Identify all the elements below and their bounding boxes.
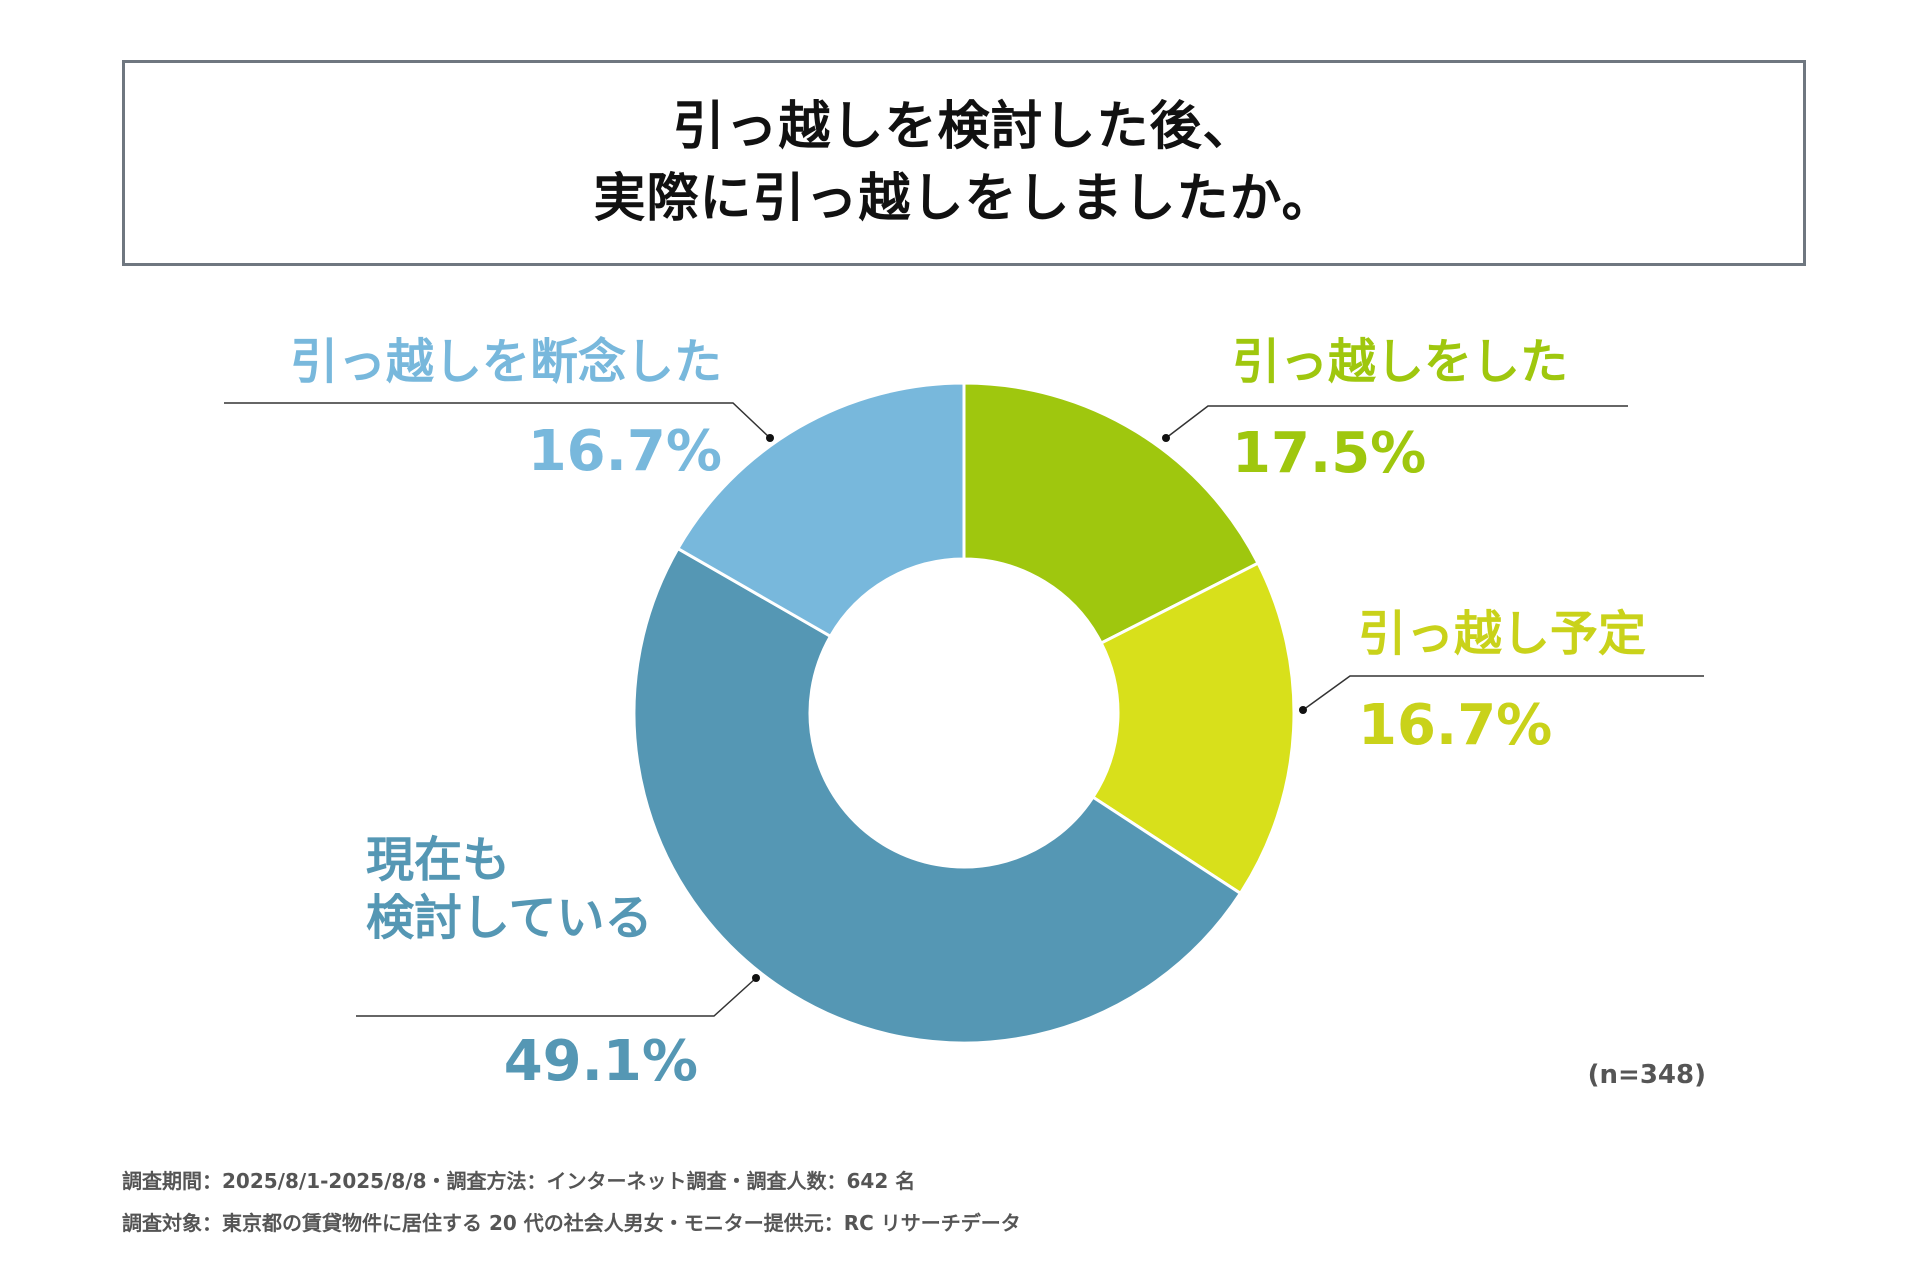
- footer-line-1: 調査期間：2025/8/1-2025/8/8・調査方法：インターネット調査・調査…: [122, 1169, 916, 1193]
- survey-footer: 調査期間：2025/8/1-2025/8/8・調査方法：インターネット調査・調査…: [122, 1160, 1021, 1244]
- title-line-2: 実際に引っ越しをしましたか。: [593, 169, 1335, 229]
- leader-line-2: [356, 977, 757, 1017]
- leader-line-1: [1302, 675, 1704, 711]
- slice-label-3: 引っ越しを断念した: [290, 334, 722, 390]
- donut-slice-0: [962, 381, 1261, 646]
- slice-value-1: 16.7%: [1358, 693, 1552, 758]
- donut-slice-3: [675, 381, 966, 639]
- slice-value-2: 49.1%: [504, 1029, 698, 1094]
- footer-line-2: 調査対象：東京都の賃貸物件に居住する 20 代の社会人男女・モニター提供元：RC…: [122, 1211, 1021, 1235]
- title-box: 引っ越しを検討した後、 実際に引っ越しをしましたか。: [122, 60, 1806, 266]
- slice-value-0: 17.5%: [1232, 421, 1426, 486]
- leader-dot-1: [1299, 706, 1307, 714]
- slice-label-2: 現在も検討している: [366, 832, 653, 946]
- donut-slices: [632, 381, 1296, 1045]
- slice-labels: 引っ越しをした 17.5% 引っ越し予定 16.7% 現在も検討している 49.1% 引っ越…: [290, 334, 1646, 1094]
- slice-label-0: 引っ越しをした: [1232, 334, 1568, 390]
- donut-slice-1: [1090, 561, 1296, 896]
- title-line-1: 引っ越しを検討した後、: [672, 97, 1256, 157]
- slice-label-1: 引っ越し予定: [1358, 606, 1646, 662]
- leader-dot-0: [1162, 434, 1170, 442]
- leader-line-3: [224, 402, 771, 439]
- sample-size-note: (n=348): [1587, 1060, 1706, 1090]
- leader-dot-3: [766, 434, 774, 442]
- leader-dot-2: [752, 974, 760, 982]
- donut-slice-2: [632, 546, 1243, 1045]
- leader-line-0: [1165, 405, 1628, 439]
- slice-value-3: 16.7%: [528, 419, 722, 484]
- leader-lines: [224, 402, 1704, 1017]
